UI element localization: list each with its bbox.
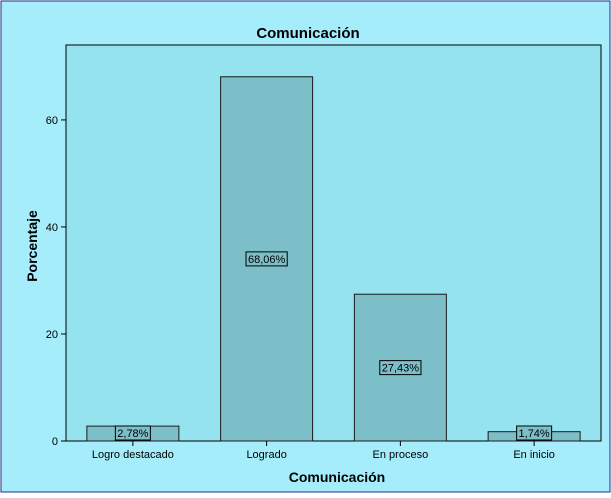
y-axis: 0 20 40 60: [46, 115, 66, 448]
plot-area: [65, 44, 602, 442]
data-label: 27,43%: [382, 363, 420, 375]
data-label-box: [245, 251, 288, 267]
x-tick-label: Logrado: [246, 449, 286, 461]
x-axis-title: Comunicación: [289, 469, 385, 485]
y-axis-title: Porcentaje: [24, 210, 40, 282]
y-tick-label: 0: [52, 436, 58, 448]
data-label-box: [516, 425, 553, 441]
data-label: 68,06%: [248, 254, 286, 266]
chart-title: Comunicación: [256, 25, 359, 42]
y-tick-label: 60: [46, 115, 58, 127]
bars-group: 2,78% 68,06% 27,43% 1,74%: [86, 76, 581, 442]
x-axis: Logro destacado Logrado En proceso En inici…: [92, 441, 555, 461]
y-tick-label: 40: [46, 222, 58, 234]
y-tick-label: 20: [46, 329, 58, 341]
x-tick-label: En inicio: [513, 449, 555, 461]
x-tick-label: Logro destacado: [92, 449, 174, 461]
data-label: 2,78%: [117, 428, 148, 440]
x-tick-label: En proceso: [373, 449, 429, 461]
data-label-box: [114, 425, 151, 441]
data-label: 1,74%: [519, 428, 550, 440]
data-label-box: [379, 360, 422, 376]
